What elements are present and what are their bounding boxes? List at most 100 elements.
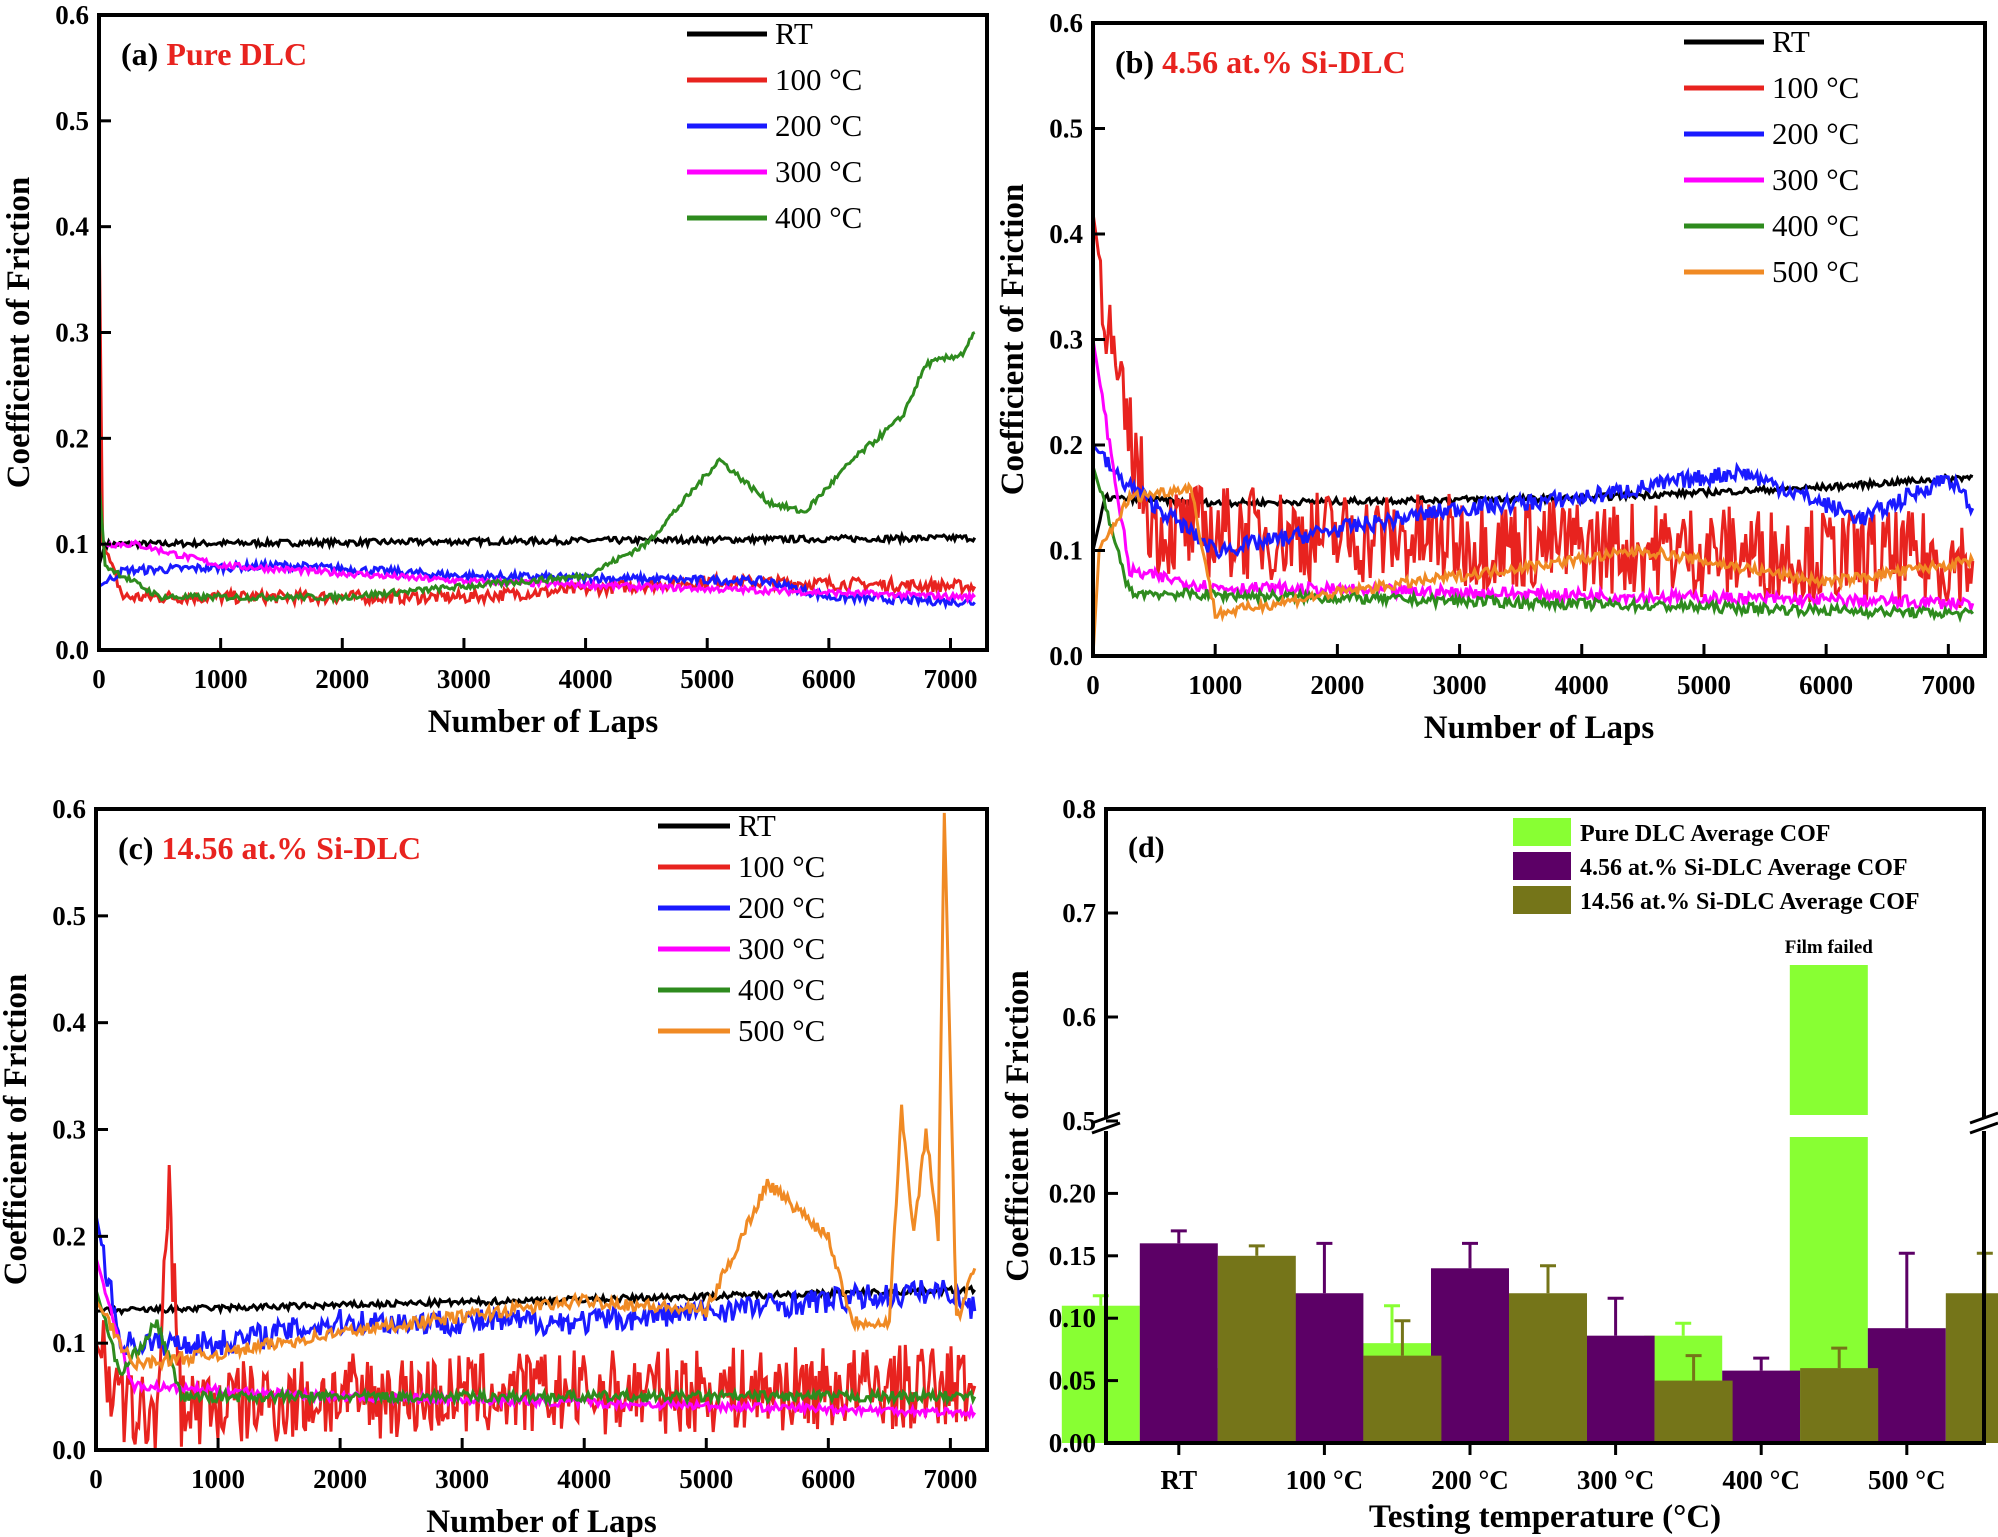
x-tick-label: 5000 bbox=[1677, 670, 1731, 700]
panel-c: 0.0 0.1 0.2 0.3 0.4 0.5 0.6 0 1000 2000 3000 4000 50… bbox=[0, 794, 989, 1537]
y-tick-label: 0.0 bbox=[52, 1435, 86, 1465]
x-tick-label: 7000 bbox=[923, 1464, 977, 1494]
y-tick-label: 0.4 bbox=[1049, 219, 1083, 249]
series-line-100 bbox=[97, 205, 977, 610]
bar-pure bbox=[1789, 965, 1868, 1115]
x-tick-label: 500 °C bbox=[1868, 1465, 1946, 1495]
y-tick-label: 0.0 bbox=[1049, 641, 1083, 671]
axis-break-mark bbox=[1969, 1111, 1998, 1125]
y-tick-label: 0.8 bbox=[1062, 794, 1096, 824]
legend-label: Pure DLC Average COF bbox=[1580, 821, 1830, 847]
x-tick-label: 6000 bbox=[801, 1464, 855, 1494]
axis-break-mark bbox=[1969, 1121, 1998, 1135]
x-axis-label: Testing temperature (°C) bbox=[1369, 1499, 1721, 1535]
x-tick-label: 1000 bbox=[194, 664, 248, 694]
y-tick-label: 0.4 bbox=[52, 1008, 86, 1038]
legend-label: 14.56 at.% Si-DLC Average COF bbox=[1580, 889, 1920, 915]
x-tick-label: 2000 bbox=[315, 664, 369, 694]
bar-si456 bbox=[1285, 1293, 1364, 1443]
y-axis-label: Coefficient of Friction bbox=[0, 974, 34, 1286]
x-tick-label: 400 °C bbox=[1722, 1465, 1800, 1495]
y-axis-label: Coefficient of Friction bbox=[1000, 970, 1036, 1282]
bar-si1456 bbox=[1217, 1255, 1296, 1443]
series-line-400 bbox=[1091, 465, 1975, 624]
series-line-100 bbox=[94, 1164, 977, 1451]
x-axis-label: Number of Laps bbox=[1424, 710, 1655, 746]
y-tick-label: 0.4 bbox=[55, 212, 89, 242]
y-tick-label: 0.5 bbox=[55, 106, 89, 136]
panel-title: (b) 4.56 at.% Si-DLC bbox=[1115, 44, 1406, 80]
legend-label: 100 °C bbox=[775, 62, 862, 97]
y-tick-label: 0.7 bbox=[1062, 898, 1096, 928]
panel-b: 0.0 0.1 0.2 0.3 0.4 0.5 0.6 0 1000 2000 3000 4000 50… bbox=[995, 8, 1987, 746]
legend-label: 300 °C bbox=[1772, 162, 1859, 197]
panel-name: 4.56 at.% Si-DLC bbox=[1162, 44, 1406, 80]
y-tick-label: 0.1 bbox=[55, 529, 89, 559]
x-tick-label: 5000 bbox=[680, 664, 734, 694]
bar-si456 bbox=[1139, 1243, 1218, 1443]
x-tick-label: 0 bbox=[92, 664, 106, 694]
series-line-400 bbox=[97, 331, 976, 606]
legend-label: 400 °C bbox=[738, 972, 825, 1007]
bar-si1456 bbox=[1800, 1368, 1879, 1443]
x-tick-label: 3000 bbox=[1433, 670, 1487, 700]
bar-si456 bbox=[1431, 1268, 1510, 1443]
legend-label: 300 °C bbox=[738, 931, 825, 966]
x-tick-label: 4000 bbox=[557, 1464, 611, 1494]
y-tick-label: 0.2 bbox=[52, 1221, 86, 1251]
panel-a: 0.0 0.1 0.2 0.3 0.4 0.5 0.6 0 1000 2000 3000 4000 50… bbox=[1, 0, 989, 740]
y-tick-label: 0.05 bbox=[1049, 1366, 1096, 1396]
y-tick-label: 0.2 bbox=[1049, 430, 1083, 460]
legend-label: 500 °C bbox=[738, 1013, 825, 1048]
legend-label: RT bbox=[775, 16, 813, 51]
y-axis-label: Coefficient of Friction bbox=[995, 184, 1031, 496]
series-line-200 bbox=[1091, 444, 1975, 560]
y-tick-label: 0.5 bbox=[52, 901, 86, 931]
y-tick-label: 0.5 bbox=[1062, 1106, 1096, 1136]
x-tick-label: 6000 bbox=[802, 664, 856, 694]
x-tick-label: 4000 bbox=[1555, 670, 1609, 700]
legend-label: 400 °C bbox=[1772, 208, 1859, 243]
series-line-500 bbox=[1091, 481, 1975, 657]
bar-si1456 bbox=[1363, 1355, 1442, 1443]
x-tick-label: 1000 bbox=[191, 1464, 245, 1494]
panel-letter: (d) bbox=[1128, 831, 1165, 864]
legend-swatch-si456 bbox=[1513, 852, 1571, 880]
bar-pure bbox=[1061, 1305, 1140, 1443]
panel-title: (a) Pure DLC bbox=[121, 36, 307, 72]
legend-label: 500 °C bbox=[1772, 254, 1859, 289]
x-axis-label: Number of Laps bbox=[426, 1504, 657, 1537]
axis-break-mark bbox=[1091, 1111, 1121, 1125]
bar-si1456 bbox=[1654, 1380, 1733, 1443]
x-axis-label: Number of Laps bbox=[428, 704, 659, 740]
y-tick-label: 0.20 bbox=[1049, 1178, 1096, 1208]
legend-label: 200 °C bbox=[775, 108, 862, 143]
legend-swatch-pure bbox=[1513, 818, 1571, 846]
legend-label: 400 °C bbox=[775, 200, 862, 235]
y-tick-label: 0.00 bbox=[1049, 1428, 1096, 1458]
legend-label: RT bbox=[1772, 24, 1810, 59]
x-tick-label: 0 bbox=[1086, 670, 1100, 700]
y-tick-label: 0.3 bbox=[1049, 325, 1083, 355]
legend-label: 4.56 at.% Si-DLC Average COF bbox=[1580, 855, 1908, 881]
panel-letter: (b) bbox=[1115, 44, 1162, 80]
x-tick-label: 5000 bbox=[679, 1464, 733, 1494]
y-tick-label: 0.1 bbox=[1049, 536, 1083, 566]
legend-swatch-si1456 bbox=[1513, 886, 1571, 914]
y-tick-label: 0.2 bbox=[55, 423, 89, 453]
legend-label: 100 °C bbox=[1772, 70, 1859, 105]
y-axis-label: Coefficient of Friction bbox=[1, 177, 37, 489]
legend-label: 200 °C bbox=[1772, 116, 1859, 151]
y-tick-label: 0.15 bbox=[1049, 1241, 1096, 1271]
series-line-100 bbox=[1091, 212, 1975, 609]
x-tick-label: 100 °C bbox=[1286, 1465, 1364, 1495]
axis-break-mark bbox=[1091, 1121, 1121, 1135]
x-tick-label: 3000 bbox=[437, 664, 491, 694]
panel-title: (c) 14.56 at.% Si-DLC bbox=[118, 830, 421, 866]
x-tick-label: 7000 bbox=[1921, 670, 1975, 700]
bar-si1456 bbox=[1509, 1293, 1588, 1443]
x-tick-label: 1000 bbox=[1188, 670, 1242, 700]
y-tick-label: 0.3 bbox=[52, 1115, 86, 1145]
bar-si1456 bbox=[1945, 1293, 1998, 1443]
